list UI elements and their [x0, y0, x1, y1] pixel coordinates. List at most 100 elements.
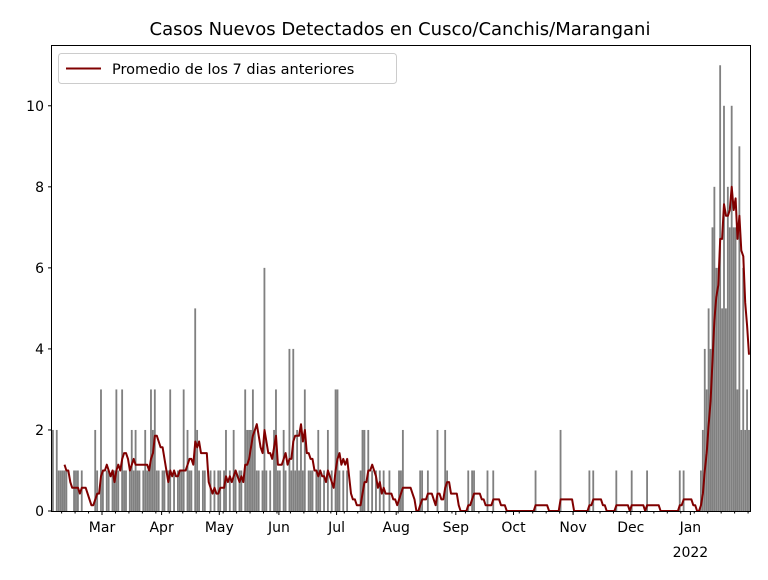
bars-group — [52, 65, 750, 512]
bar — [319, 470, 322, 511]
bar — [107, 470, 110, 511]
bar — [303, 389, 306, 511]
bar — [121, 389, 124, 511]
bar — [65, 470, 68, 511]
bar — [288, 348, 291, 511]
legend-box — [58, 53, 397, 84]
bar — [169, 389, 172, 511]
bar — [246, 429, 249, 511]
bar — [176, 470, 179, 511]
y-tick-label: 2 — [35, 423, 44, 439]
bar — [276, 470, 279, 511]
bar — [709, 348, 712, 511]
bar — [700, 470, 702, 511]
bar — [401, 429, 404, 511]
rolling-average-line — [63, 185, 750, 512]
bar — [228, 470, 231, 511]
bar — [723, 105, 725, 512]
bar — [251, 389, 254, 511]
bar — [178, 470, 181, 511]
bar — [317, 429, 320, 511]
bar — [257, 470, 260, 511]
bar — [736, 389, 739, 511]
bar — [721, 308, 723, 511]
bar — [203, 470, 206, 511]
bar — [113, 470, 116, 511]
bar — [223, 470, 225, 511]
bar — [244, 389, 247, 511]
bar — [96, 470, 99, 511]
bar — [701, 429, 704, 511]
bar — [117, 470, 120, 511]
bar — [744, 429, 747, 511]
bar — [248, 429, 250, 511]
bar — [144, 429, 147, 511]
bar — [378, 470, 381, 511]
bar — [151, 429, 154, 511]
bar — [155, 470, 158, 511]
bar — [130, 429, 133, 511]
bar — [194, 308, 197, 511]
bar — [740, 429, 743, 511]
bar — [173, 470, 175, 511]
bar — [63, 470, 66, 511]
bar — [142, 470, 145, 511]
bar — [123, 470, 125, 511]
x-tick-label: May — [205, 520, 234, 536]
bar — [336, 389, 339, 511]
bar — [446, 470, 449, 511]
bar — [473, 470, 475, 511]
bar — [421, 470, 424, 511]
bar — [534, 470, 537, 511]
bar — [467, 470, 470, 511]
bar — [180, 470, 183, 511]
bar — [148, 470, 150, 511]
bar — [265, 470, 268, 511]
bar — [290, 470, 293, 511]
bar — [717, 267, 720, 511]
bar — [115, 389, 118, 511]
bar — [240, 470, 243, 511]
bar — [225, 429, 227, 511]
bar — [190, 470, 193, 511]
y-tick-label: 8 — [35, 180, 44, 196]
bar — [342, 470, 345, 511]
bar — [75, 470, 77, 511]
bar — [703, 348, 706, 511]
bar — [338, 470, 341, 511]
bar — [361, 429, 364, 511]
bar — [419, 470, 422, 511]
bar — [748, 429, 750, 511]
bar — [678, 470, 681, 511]
bar — [163, 470, 166, 511]
bar — [273, 429, 275, 511]
bar — [269, 470, 272, 511]
x-tick-label: Aug — [383, 520, 410, 536]
x-tick-label: Oct — [501, 520, 526, 536]
bar — [742, 267, 745, 511]
bar — [128, 470, 131, 511]
bar — [375, 470, 377, 511]
bar — [334, 389, 337, 511]
bar — [715, 267, 718, 511]
bar — [725, 308, 727, 511]
bar — [198, 470, 200, 511]
bar — [238, 470, 241, 511]
bar — [630, 470, 633, 511]
bar — [125, 470, 127, 511]
bar — [646, 470, 648, 511]
bar — [188, 470, 191, 511]
bar — [55, 429, 58, 511]
bar — [136, 470, 139, 511]
bar — [61, 470, 64, 511]
bar — [111, 470, 114, 511]
bar — [492, 470, 495, 511]
bar — [73, 470, 75, 511]
bar — [294, 470, 297, 511]
bar — [94, 429, 97, 511]
bar — [315, 470, 318, 511]
x-tick-label: Jan — [679, 520, 702, 536]
bar — [728, 227, 731, 511]
bar — [730, 105, 733, 512]
